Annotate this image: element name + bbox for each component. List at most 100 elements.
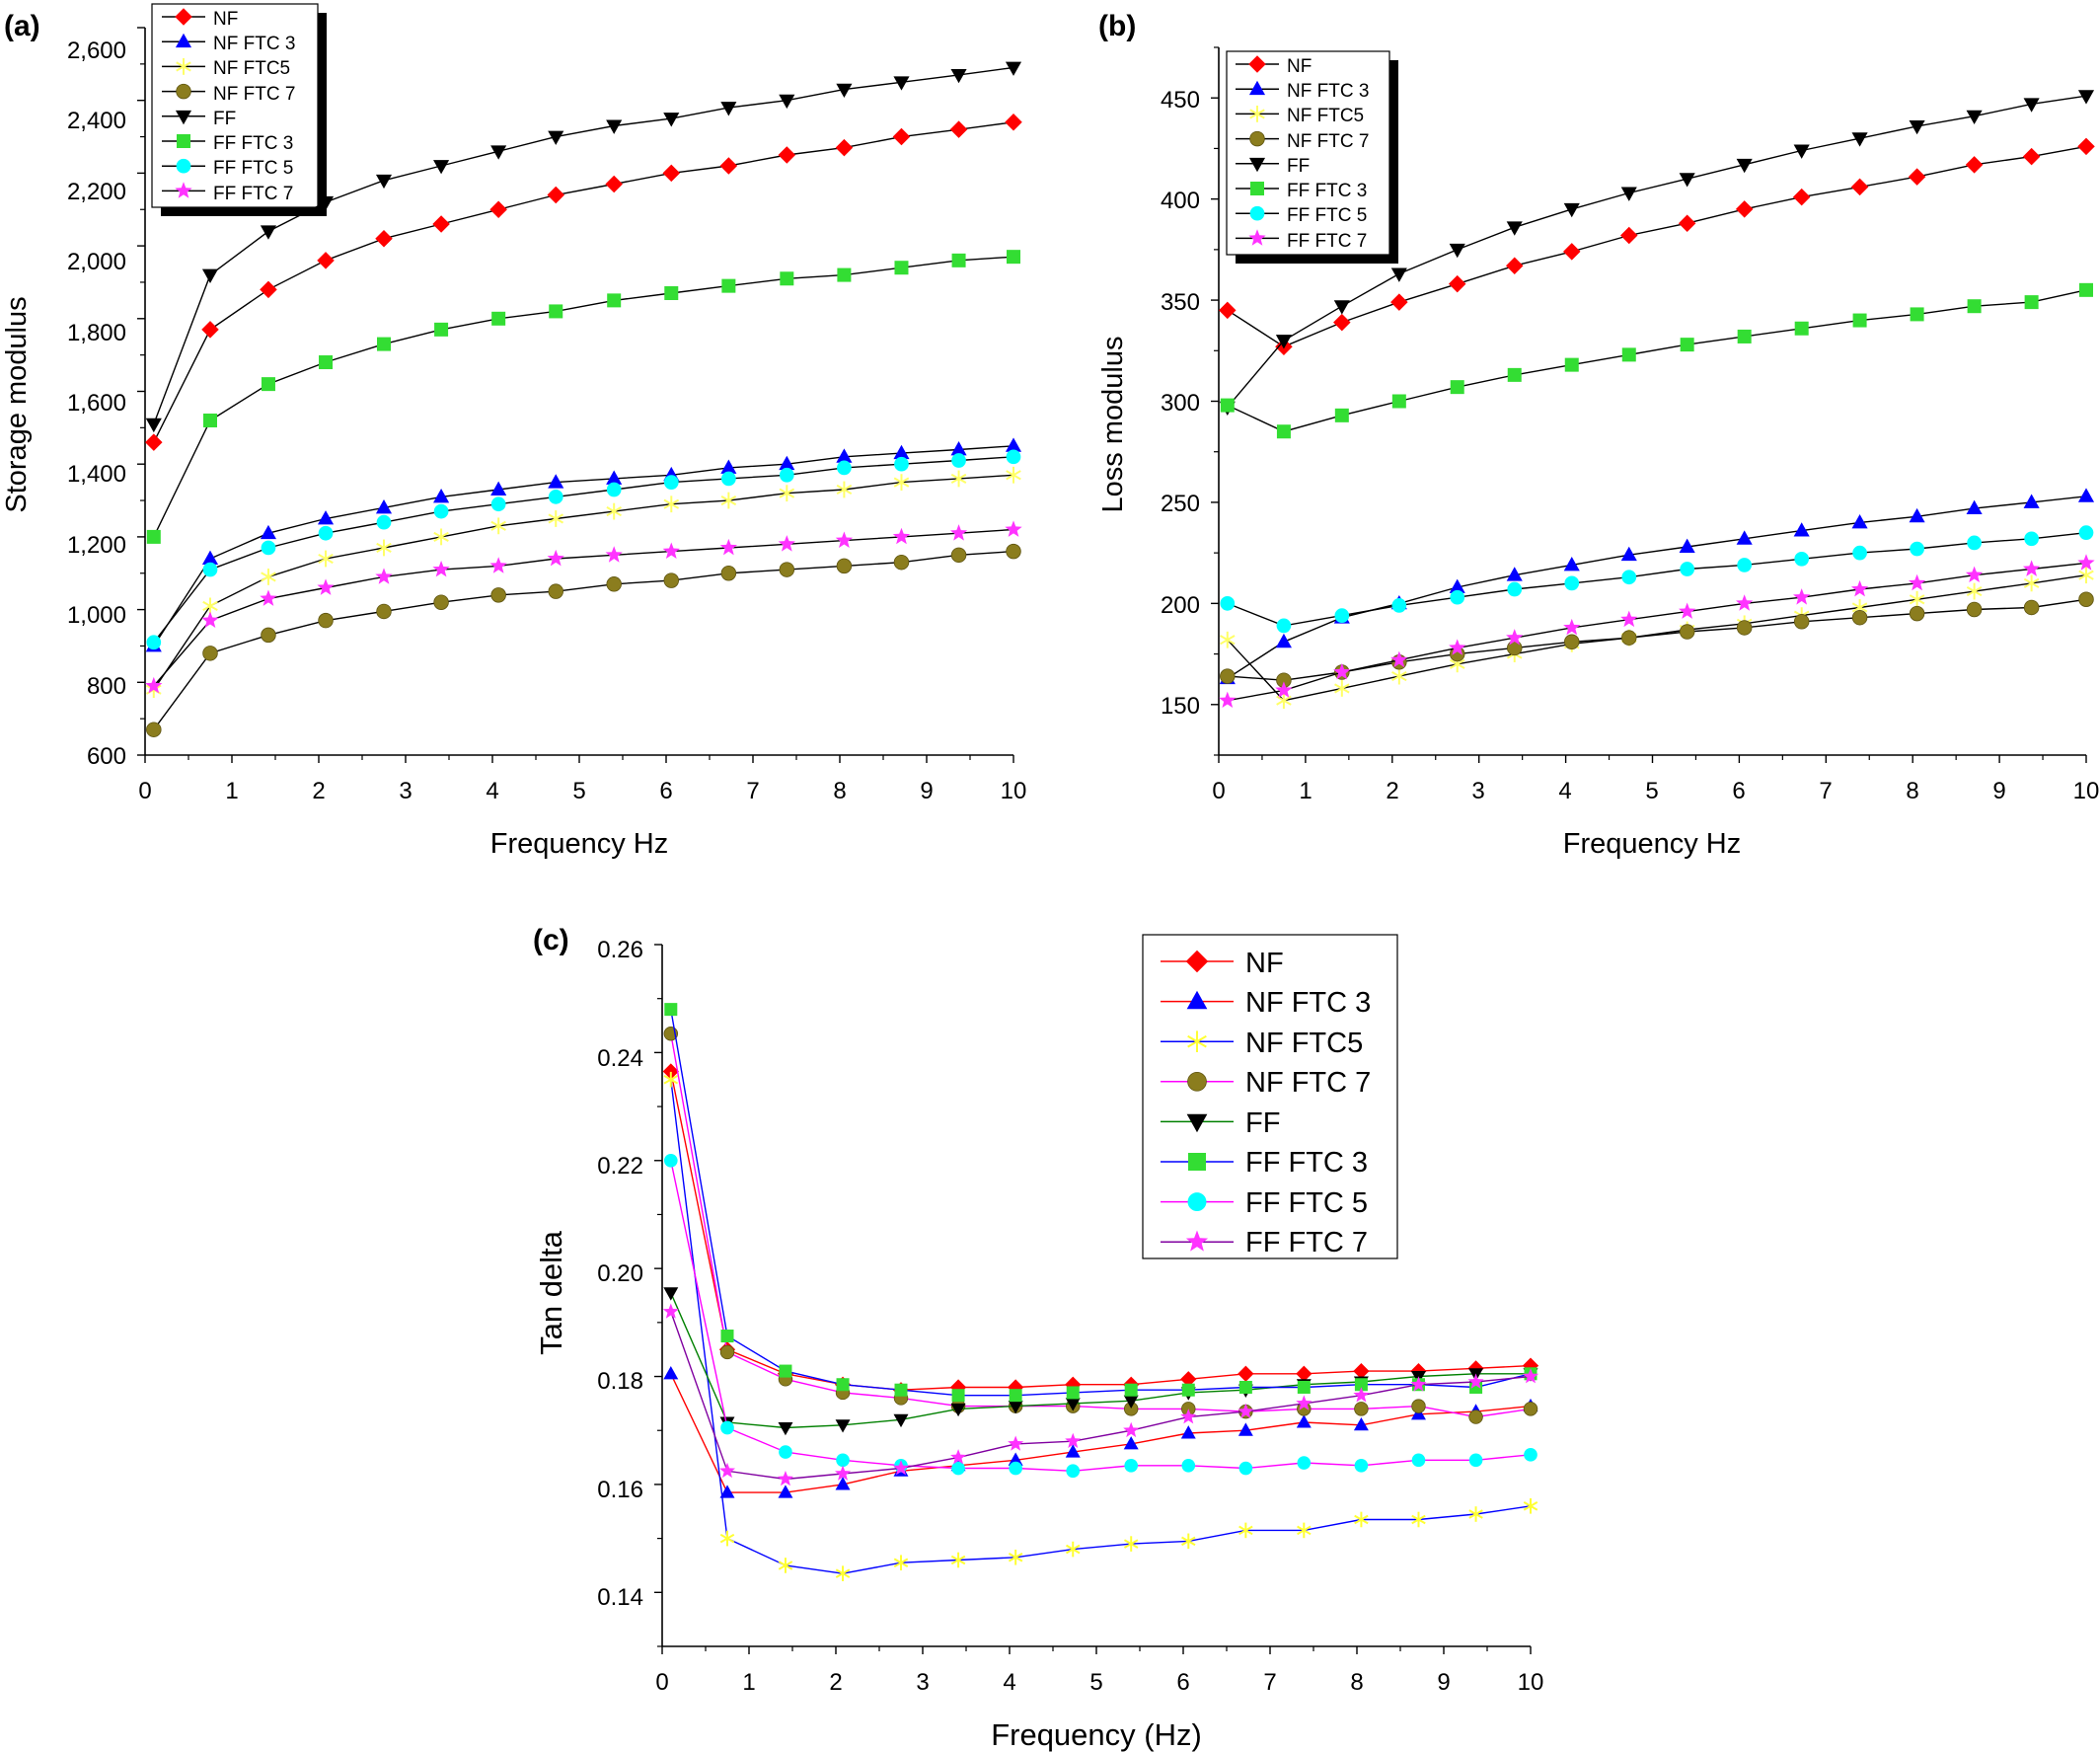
data-point xyxy=(778,1485,793,1498)
data-point xyxy=(1391,667,1407,685)
data-point xyxy=(951,253,966,267)
data-point xyxy=(1793,522,1810,537)
data-point xyxy=(720,1330,734,1343)
data-point xyxy=(663,572,680,588)
data-point xyxy=(1275,681,1293,698)
data-point xyxy=(605,175,623,193)
data-point xyxy=(1334,408,1349,422)
data-point xyxy=(1507,367,1522,382)
data-point xyxy=(146,722,162,737)
data-point xyxy=(1448,274,1466,293)
series-layer xyxy=(1219,90,2095,710)
x-tick-label: 0 xyxy=(1212,778,1225,804)
series-markers xyxy=(664,1003,1538,1403)
series-markers xyxy=(662,1063,1539,1399)
series-line xyxy=(1227,532,2087,627)
data-point xyxy=(1333,300,1350,315)
data-point xyxy=(1006,466,1021,484)
data-point xyxy=(260,225,277,240)
data-point xyxy=(202,562,218,577)
data-point xyxy=(893,474,910,492)
data-point xyxy=(1124,1383,1138,1397)
data-point xyxy=(1187,1030,1207,1052)
data-point xyxy=(1066,1386,1080,1400)
data-point xyxy=(2022,147,2041,166)
data-point xyxy=(1908,168,1926,186)
panel-label: (c) xyxy=(533,924,569,956)
x-tick-label: 5 xyxy=(1089,1669,1102,1696)
data-point xyxy=(892,1460,910,1476)
data-point xyxy=(663,495,680,513)
legend-label: FF FTC 7 xyxy=(1245,1227,1368,1258)
data-point xyxy=(2023,574,2040,592)
data-point xyxy=(836,481,853,498)
data-point xyxy=(951,1461,965,1476)
legend: NF NF FTC 3 NF FTC5 NF FTC 7 FF FF FTC 3… xyxy=(1142,934,1398,1259)
data-point xyxy=(1909,605,1925,622)
data-point xyxy=(1736,158,1753,174)
data-point xyxy=(1249,205,1265,221)
data-point xyxy=(1563,243,1581,261)
data-point xyxy=(547,186,564,204)
data-point xyxy=(1390,293,1408,311)
data-point xyxy=(145,433,163,451)
x-tick-label: 7 xyxy=(1819,778,1832,804)
data-point xyxy=(893,76,910,91)
data-point xyxy=(202,646,218,661)
data-point xyxy=(1353,1416,1369,1431)
y-tick-label: 1,400 xyxy=(67,461,126,488)
series-markers xyxy=(663,1153,1538,1479)
data-point xyxy=(1123,1436,1139,1450)
data-point xyxy=(1186,1113,1208,1133)
data-point xyxy=(606,502,622,520)
x-tick-labels: 0 1 2 3 4 5 6 7 8 9 10 xyxy=(655,1669,1543,1696)
y-tick-label: 2,600 xyxy=(67,38,126,64)
series-markers xyxy=(1219,554,2095,709)
x-tick-label: 1 xyxy=(225,778,238,804)
data-point xyxy=(835,138,854,157)
data-point xyxy=(1180,1371,1197,1388)
series-line xyxy=(153,474,1014,691)
data-point xyxy=(1181,1533,1196,1550)
data-point xyxy=(1967,535,1982,551)
y-tick-label: 0.22 xyxy=(597,1153,643,1180)
data-point xyxy=(1390,650,1408,668)
data-point xyxy=(2077,137,2095,156)
data-point xyxy=(1124,1458,1139,1473)
data-point xyxy=(1679,602,1696,619)
data-point xyxy=(1910,541,1924,557)
data-point xyxy=(1450,589,1465,605)
series-markers xyxy=(145,114,1022,451)
data-point xyxy=(1564,575,1580,591)
data-point xyxy=(1620,546,1637,562)
data-point xyxy=(950,68,967,84)
x-tick-label: 6 xyxy=(1732,778,1745,804)
data-point xyxy=(1009,1461,1022,1476)
data-point xyxy=(2079,282,2093,297)
data-point xyxy=(1219,301,1237,320)
y-tick-label: 1,600 xyxy=(67,390,126,417)
data-point xyxy=(176,58,191,75)
series-line xyxy=(153,456,1014,644)
data-point xyxy=(548,510,564,527)
data-point xyxy=(1737,329,1752,343)
data-point xyxy=(1185,1230,1209,1252)
data-point xyxy=(950,1552,966,1568)
data-point xyxy=(893,1413,909,1428)
data-point xyxy=(201,550,219,565)
y-tick-label: 800 xyxy=(87,673,126,700)
data-point xyxy=(1296,1365,1312,1382)
data-point xyxy=(1354,1511,1369,1528)
data-point xyxy=(1008,1549,1023,1565)
x-tick-label: 3 xyxy=(1471,778,1484,804)
data-point xyxy=(319,355,334,370)
data-point xyxy=(175,33,192,48)
legend-label: NF FTC 7 xyxy=(213,84,295,105)
x-tick-label: 4 xyxy=(486,778,498,804)
panel-a: (a) 600 800 1,000 1,200 1,400 1,600 1,80… xyxy=(1,3,1026,860)
data-point xyxy=(718,1462,736,1479)
data-point xyxy=(894,261,909,275)
data-point xyxy=(1966,601,1983,618)
series-line xyxy=(670,1009,1532,1397)
y-tick-label: 1,200 xyxy=(67,532,126,559)
